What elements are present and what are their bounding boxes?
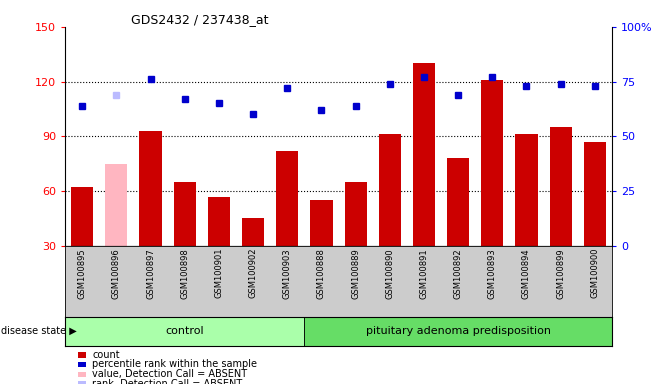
- Bar: [311, 200, 333, 246]
- Text: control: control: [165, 326, 204, 336]
- Text: rank, Detection Call = ABSENT: rank, Detection Call = ABSENT: [92, 379, 243, 384]
- Bar: [447, 158, 469, 246]
- Bar: [105, 164, 128, 246]
- Bar: [174, 182, 196, 246]
- Text: GSM100895: GSM100895: [77, 248, 87, 298]
- Bar: [65, 317, 304, 346]
- Text: GDS2432 / 237438_at: GDS2432 / 237438_at: [131, 13, 268, 26]
- Text: count: count: [92, 350, 120, 360]
- Bar: [379, 134, 401, 246]
- Text: GSM100891: GSM100891: [419, 248, 428, 298]
- Bar: [71, 187, 93, 246]
- Text: GSM100889: GSM100889: [351, 248, 360, 299]
- Text: GSM100894: GSM100894: [522, 248, 531, 298]
- Bar: [344, 182, 367, 246]
- Text: GSM100890: GSM100890: [385, 248, 395, 298]
- Text: GSM100896: GSM100896: [112, 248, 121, 299]
- Text: GSM100893: GSM100893: [488, 248, 497, 299]
- Bar: [516, 134, 538, 246]
- Bar: [242, 218, 264, 246]
- Text: GSM100898: GSM100898: [180, 248, 189, 299]
- Text: GSM100899: GSM100899: [556, 248, 565, 298]
- Text: value, Detection Call = ABSENT: value, Detection Call = ABSENT: [92, 369, 247, 379]
- Bar: [208, 197, 230, 246]
- Bar: [413, 63, 435, 246]
- Text: disease state ▶: disease state ▶: [1, 326, 77, 336]
- Bar: [304, 317, 612, 346]
- Text: GSM100902: GSM100902: [249, 248, 258, 298]
- Text: percentile rank within the sample: percentile rank within the sample: [92, 359, 257, 369]
- Bar: [139, 131, 161, 246]
- Text: GSM100901: GSM100901: [214, 248, 223, 298]
- Bar: [481, 80, 503, 246]
- Text: pituitary adenoma predisposition: pituitary adenoma predisposition: [366, 326, 551, 336]
- Text: GSM100903: GSM100903: [283, 248, 292, 298]
- Bar: [276, 151, 298, 246]
- Bar: [584, 142, 606, 246]
- Bar: [549, 127, 572, 246]
- Text: GSM100888: GSM100888: [317, 248, 326, 299]
- Text: GSM100897: GSM100897: [146, 248, 155, 299]
- Text: GSM100892: GSM100892: [454, 248, 463, 298]
- Text: GSM100900: GSM100900: [590, 248, 600, 298]
